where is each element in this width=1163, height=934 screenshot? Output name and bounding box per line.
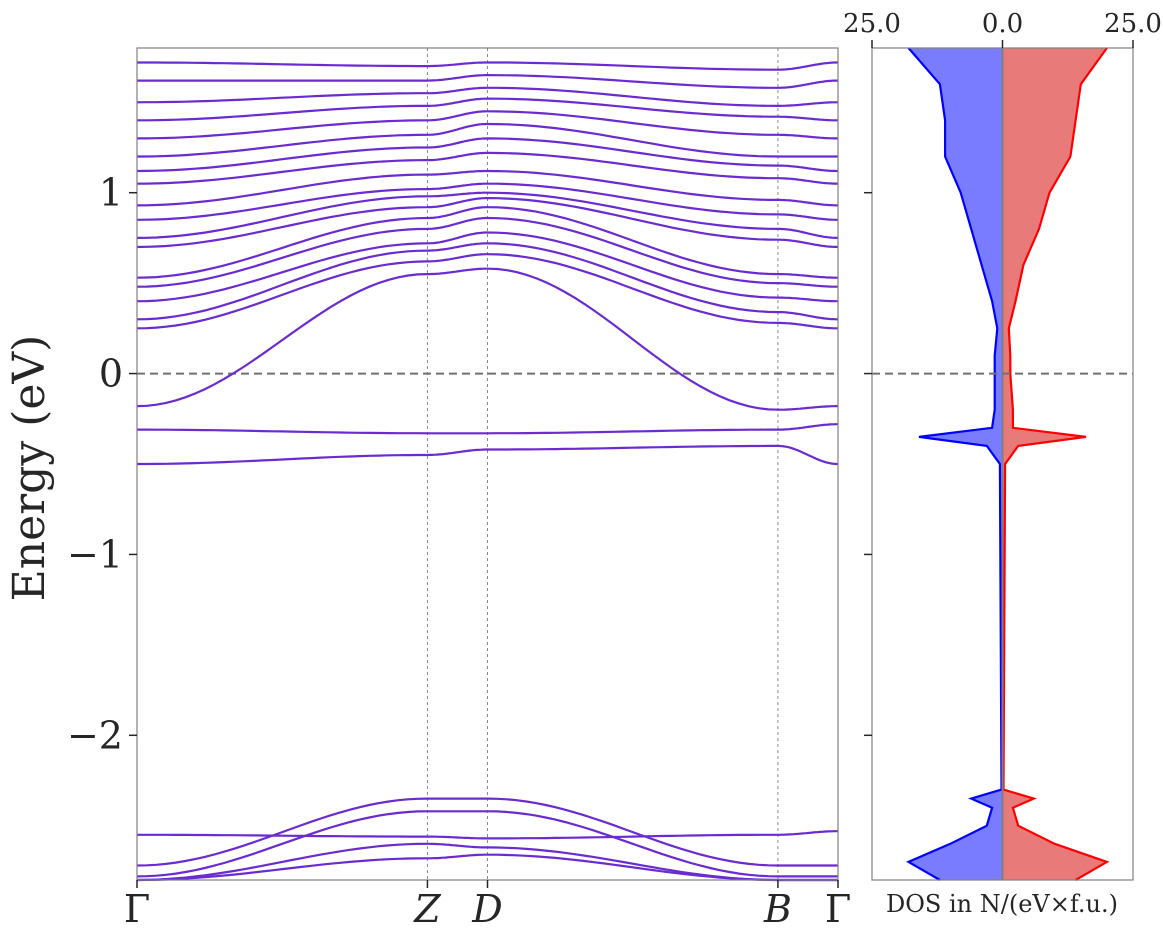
dos-fill-down	[908, 48, 1003, 880]
band-line	[137, 97, 838, 122]
dos-top-axis-ticks: 25.0 0.0 25.0	[843, 9, 1162, 48]
band-line	[136, 151, 839, 185]
band-line	[136, 182, 838, 221]
band-line	[136, 197, 839, 249]
band-line	[137, 110, 838, 140]
band-line	[137, 423, 838, 435]
x-tick-label: Γ	[124, 887, 150, 931]
dos-fills	[906, 47, 1110, 881]
band-line	[136, 810, 838, 878]
band-line	[136, 253, 838, 330]
y-tick-label: −2	[67, 713, 123, 757]
x-tick-label: B	[763, 887, 792, 931]
band-line	[136, 86, 838, 107]
band-line	[136, 797, 838, 867]
band-line	[136, 242, 838, 321]
y-tick-label: 0	[99, 352, 123, 396]
dos-line-up	[1002, 47, 1110, 881]
band-line	[136, 169, 839, 207]
band-line	[137, 444, 838, 466]
dos-y-axis-ticks	[864, 191, 872, 737]
x-tick-label: D	[471, 887, 502, 931]
y-tick-label: 1	[99, 171, 123, 215]
dos-x-tick-label: 25.0	[1104, 9, 1162, 39]
dos-panel: 25.0 0.0 25.0 DOS in N/(eV×f.u.)	[843, 9, 1162, 918]
dos-x-axis-label: DOS in N/(eV×f.u.)	[886, 890, 1118, 918]
y-tick-label: −1	[67, 532, 123, 576]
dos-x-tick-label: 0.0	[982, 9, 1023, 39]
x-tick-label: Γ	[825, 887, 851, 931]
band-line	[137, 61, 838, 71]
band-lines	[136, 61, 839, 882]
y-axis-label: Energy (eV)	[4, 335, 55, 602]
band-line	[136, 137, 838, 173]
band-line	[136, 216, 838, 288]
band-line	[136, 191, 838, 239]
y-axis-ticks: 1 0 −1 −2	[67, 171, 137, 757]
band-line	[137, 830, 838, 840]
dos-x-tick-label: 25.0	[843, 9, 901, 39]
band-line	[136, 231, 838, 303]
x-tick-label: Z	[413, 887, 441, 931]
band-line	[137, 74, 838, 89]
band-line	[136, 206, 838, 279]
band-line	[137, 122, 838, 158]
dos-line-down	[906, 47, 1003, 881]
kpoint-lines	[426, 48, 779, 880]
band-line	[136, 267, 838, 411]
dos-fill-up	[1002, 48, 1107, 880]
